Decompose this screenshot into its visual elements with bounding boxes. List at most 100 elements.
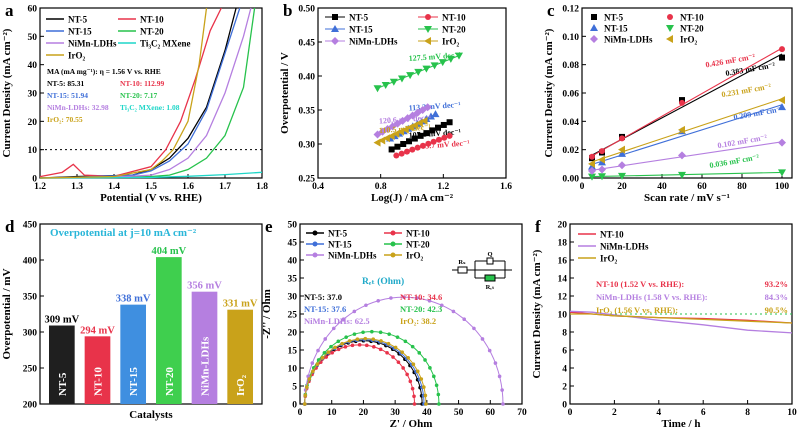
y-tick-label: 300 [23, 329, 38, 339]
data-point-b [441, 134, 448, 141]
data-point-b [430, 62, 439, 70]
y-tick-label: 200 [23, 401, 38, 411]
data-point-e [333, 345, 337, 350]
legend-label: NT-10 [140, 15, 164, 25]
x-tick-label: 4 [656, 408, 661, 418]
data-point-b [419, 142, 426, 149]
data-point-e [305, 385, 309, 389]
data-point-e [395, 335, 400, 339]
x-tick-label: 1.8 [256, 182, 268, 192]
data-point-b [414, 68, 423, 76]
legend-label: NT-10 [406, 229, 430, 239]
bar [155, 257, 182, 404]
y-tick-label: 25 [288, 311, 298, 321]
y-tick-label: 50 [288, 221, 298, 231]
y-tick-label: 20 [28, 118, 38, 128]
data-point-b [406, 72, 415, 80]
x-tick-label: 60 [697, 182, 707, 192]
y-tick-label: 20 [288, 329, 298, 339]
y-tick-label: 10 [558, 311, 568, 321]
x-tick-label: 6 [701, 408, 706, 418]
legend-label: Ti₃C₂ MXene [140, 39, 190, 49]
data-point-b [429, 127, 436, 134]
data-point-c [618, 145, 625, 154]
y-tick-label: 0.45 [298, 39, 315, 49]
data-point-e [396, 360, 401, 364]
x-axis-label: Catalysts [129, 409, 173, 421]
data-point-e [487, 348, 492, 353]
data-point-b [430, 138, 437, 145]
legend-marker [390, 252, 396, 258]
legend-label: NT-15 [328, 240, 352, 250]
y-tick-label: 10 [288, 365, 298, 375]
data-point-e [310, 361, 315, 365]
x-tick-label: 0 [580, 182, 585, 192]
x-tick-label: 2 [612, 408, 617, 418]
data-point-e [417, 351, 422, 355]
data-point-c [679, 99, 685, 106]
y-tick-label: 15 [288, 347, 298, 357]
annotation-text: NiMn-LDHs: 32.98 [47, 103, 109, 112]
data-point-b [397, 75, 406, 83]
y-tick-label: 0.35 [298, 107, 315, 117]
y-tick-label: 0.30 [298, 141, 315, 151]
data-point-e [406, 356, 410, 360]
series-line-f [570, 313, 793, 324]
rct-value-label: NT-15: 37.6 [304, 304, 346, 314]
data-point-b [381, 81, 390, 89]
data-point-e [415, 369, 420, 374]
bar-category-label: IrO₂ [235, 374, 247, 396]
data-point-e [315, 362, 320, 367]
data-point-e [316, 348, 320, 353]
data-point-e [329, 344, 333, 349]
data-point-b [425, 140, 432, 147]
data-point-e [311, 369, 315, 374]
y-tick-label: 350 [23, 293, 38, 303]
x-axis-label: Scan rate / mV s⁻¹ [644, 192, 730, 204]
legend-marker [590, 35, 598, 43]
data-point-e [364, 343, 369, 348]
y-tick-label: 20 [558, 221, 568, 231]
legend-label: NT-5 [604, 13, 624, 23]
y-tick-label: 0.00 [562, 175, 579, 185]
data-point-e [423, 393, 428, 398]
data-point-b [400, 141, 407, 147]
x-tick-label: 0.4 [312, 182, 324, 192]
series-line-a [39, 171, 263, 179]
data-point-b [435, 124, 442, 131]
slope-label: 83.7 mV dec⁻¹ [421, 138, 471, 150]
x-tick-label: 1.4 [108, 182, 120, 192]
data-point-e [400, 350, 405, 354]
data-point-e [408, 379, 413, 384]
bar-category-label: NT-5 [57, 372, 69, 396]
data-point-c [588, 173, 596, 181]
data-point-e [393, 345, 398, 350]
circuit-label: Rₑₜ [486, 284, 495, 291]
x-tick-label: 20 [617, 182, 627, 192]
y-tick-label: 4 [562, 365, 567, 375]
y-tick-label: 0 [32, 175, 37, 185]
legend-marker [590, 24, 598, 31]
data-point-e [436, 392, 441, 397]
legend-label: IrO₂ [406, 251, 423, 261]
data-point-e [326, 350, 331, 354]
rct-title: Rₑₜ (Ohm) [362, 276, 404, 287]
data-point-c [588, 159, 595, 168]
bar-value-label: 356 mV [187, 281, 222, 292]
legend-label: NiMn-LDHs [68, 39, 117, 49]
y-tick-label: 0.06 [562, 90, 579, 100]
data-point-e [336, 339, 341, 344]
series-line-f [569, 310, 793, 334]
data-point-e [411, 362, 416, 367]
y-tick-label: 40 [288, 257, 298, 267]
y-tick-label: 40 [28, 61, 38, 71]
x-tick-label: 1.5 [145, 182, 157, 192]
data-point-b [388, 146, 395, 153]
data-point-e [371, 337, 376, 342]
legend-label: NT-20 [140, 27, 164, 37]
y-tick-label: 400 [23, 257, 38, 267]
panel-letter-d: d [5, 217, 15, 236]
data-point-e [350, 343, 355, 348]
legend-label: IrO₂ [442, 37, 459, 47]
data-point-e [437, 402, 441, 406]
